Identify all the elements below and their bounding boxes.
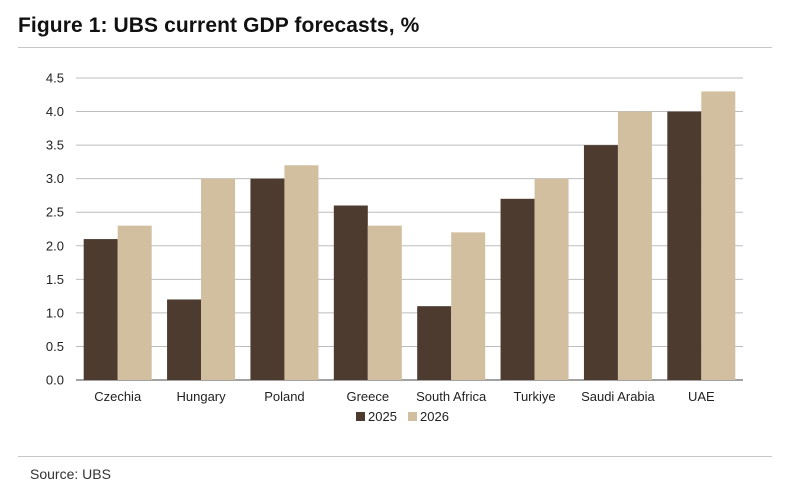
- legend-label-2025: 2025: [368, 409, 397, 424]
- x-tick-label: Turkiye: [513, 389, 555, 404]
- bar-2025-greece: [333, 205, 368, 380]
- x-tick-label: Czechia: [94, 389, 142, 404]
- x-tick-label: Poland: [264, 389, 304, 404]
- bar-2026-hungary: [201, 178, 236, 380]
- bar-2026-uae: [701, 91, 736, 380]
- bar-2025-poland: [250, 178, 285, 380]
- bar-2026-south-africa: [451, 232, 486, 380]
- y-tick-label: 4.0: [46, 104, 64, 119]
- x-tick-label: Hungary: [176, 389, 226, 404]
- bar-chart: 0.0 0.5 1.0 1.5 2.0 2.5 3.0 3.5 4.0 4.5 Czechia Hu…: [46, 71, 743, 424]
- y-tick-label: 3.0: [46, 171, 64, 186]
- bar-2025-turkiye: [500, 198, 535, 380]
- x-tick-label: South Africa: [416, 389, 487, 404]
- bar-2026-czechia: [117, 225, 152, 380]
- bar-2025-saudi-arabia: [583, 145, 618, 380]
- figure-title: Figure 1: UBS current GDP forecasts, %: [18, 14, 420, 37]
- bar-2026-saudi-arabia: [617, 111, 652, 381]
- legend: 2025 2026: [356, 409, 449, 424]
- bar-2026-greece: [367, 225, 402, 380]
- y-tick-label: 2.0: [46, 238, 64, 253]
- bar-2025-south-africa: [417, 306, 452, 380]
- x-tick-label: UAE: [688, 389, 715, 404]
- y-tick-label: 2.5: [46, 205, 64, 220]
- y-tick-label: 0.0: [46, 373, 64, 388]
- bar-2025-uae: [667, 111, 702, 381]
- legend-label-2026: 2026: [420, 409, 449, 424]
- y-tick-label: 1.5: [46, 272, 64, 287]
- y-tick-label: 4.5: [46, 71, 64, 86]
- legend-swatch-2026: [408, 412, 417, 421]
- x-tick-label: Greece: [346, 389, 389, 404]
- y-tick-label: 1.0: [46, 305, 64, 320]
- x-tick-label: Saudi Arabia: [581, 389, 655, 404]
- bar-2026-turkiye: [534, 178, 569, 380]
- bars: [83, 91, 736, 381]
- bar-2025-czechia: [83, 239, 118, 380]
- y-tick-label: 0.5: [46, 339, 64, 354]
- y-tick-label: 3.5: [46, 138, 64, 153]
- bottom-divider: [18, 456, 772, 457]
- x-axis-ticks: Czechia Hungary Poland Greece South Africa Tu…: [94, 389, 715, 404]
- legend-swatch-2025: [356, 412, 365, 421]
- bar-2025-hungary: [167, 299, 202, 380]
- y-axis-ticks: 0.0 0.5 1.0 1.5 2.0 2.5 3.0 3.5 4.0 4.5: [46, 71, 64, 388]
- source-note: Source: UBS: [30, 466, 111, 482]
- top-divider: [18, 47, 772, 48]
- bar-2026-poland: [284, 165, 319, 380]
